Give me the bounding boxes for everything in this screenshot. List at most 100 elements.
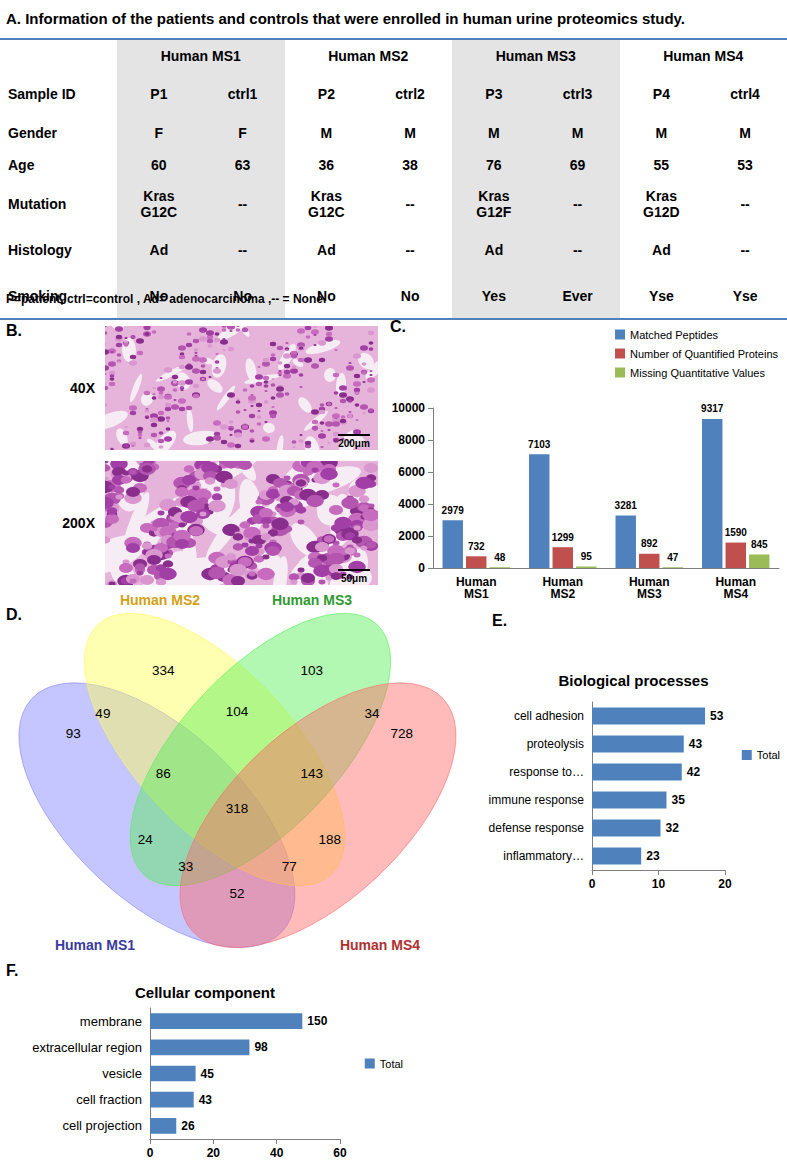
- html-text:Ever: Ever: [562, 287, 593, 304]
- svg-text:20: 20: [718, 877, 732, 891]
- svg-text:104: 104: [226, 704, 249, 719]
- svg-text:Human MS2: Human MS2: [120, 592, 200, 608]
- svg-text:Human MS4: Human MS4: [340, 937, 420, 953]
- svg-text:defense response: defense response: [489, 821, 585, 835]
- svg-text:9317: 9317: [701, 403, 724, 414]
- svg-text:43: 43: [199, 1093, 213, 1107]
- svg-text:200X: 200X: [62, 515, 95, 531]
- svg-text:845: 845: [751, 539, 768, 550]
- svg-text:188: 188: [318, 832, 341, 847]
- svg-text:43: 43: [689, 737, 703, 751]
- svg-text:33: 33: [178, 859, 193, 874]
- svg-text:1299: 1299: [552, 532, 575, 543]
- svg-text:0: 0: [418, 561, 425, 575]
- svg-text:MS4: MS4: [723, 587, 748, 601]
- html-text:Human MS4: Human MS4: [663, 47, 744, 64]
- html-text:No: No: [317, 287, 336, 304]
- html-text:Yes: Yes: [481, 287, 506, 304]
- svg-text:52: 52: [229, 886, 244, 901]
- html-text:Kras G12D: Kras G12D: [643, 188, 680, 220]
- svg-text:24: 24: [138, 832, 154, 847]
- html-text:Sample ID: Sample ID: [8, 86, 76, 102]
- html-text:A. Information of the patients: A. Information of the patients and contr…: [6, 10, 685, 27]
- svg-text:86: 86: [156, 766, 171, 781]
- svg-text:103: 103: [300, 663, 323, 678]
- svg-text:20: 20: [207, 1146, 221, 1160]
- svg-text:cell adhesion: cell adhesion: [514, 709, 584, 723]
- svg-text:143: 143: [300, 766, 323, 781]
- svg-text:23: 23: [646, 849, 660, 863]
- svg-text:49: 49: [95, 706, 110, 721]
- html-text:Kras G12F: Kras G12F: [476, 188, 512, 220]
- svg-text:Total: Total: [380, 1058, 403, 1070]
- html-text:Human MS1: Human MS1: [160, 47, 241, 64]
- svg-text:2979: 2979: [442, 505, 465, 516]
- svg-text:42: 42: [687, 765, 701, 779]
- svg-text:93: 93: [66, 726, 81, 741]
- svg-text:3281: 3281: [615, 500, 638, 511]
- svg-text:Biological processes: Biological processes: [558, 672, 708, 689]
- svg-text:MS3: MS3: [637, 587, 662, 601]
- svg-text:inflammatory…: inflammatory…: [503, 849, 584, 863]
- svg-text:Cellular component: Cellular component: [135, 984, 275, 1001]
- html-text:No: No: [400, 287, 420, 304]
- svg-text:10000: 10000: [392, 401, 426, 415]
- svg-text:vesicle: vesicle: [102, 1066, 142, 1081]
- svg-text:8000: 8000: [398, 433, 425, 447]
- svg-text:0: 0: [589, 877, 596, 891]
- svg-text:728: 728: [390, 726, 413, 741]
- svg-text:318: 318: [226, 801, 249, 816]
- svg-text:cell projection: cell projection: [63, 1118, 143, 1133]
- svg-text:MS2: MS2: [550, 587, 575, 601]
- svg-text:95: 95: [581, 551, 593, 562]
- svg-text:77: 77: [282, 859, 297, 874]
- html-text:Smoking: Smoking: [8, 287, 68, 304]
- svg-text:extracellular region: extracellular region: [32, 1040, 142, 1055]
- html-text:Kras G12C: Kras G12C: [308, 188, 345, 220]
- svg-text:7103: 7103: [528, 439, 551, 450]
- svg-text:immune response: immune response: [489, 793, 585, 807]
- svg-text:membrane: membrane: [80, 1014, 142, 1029]
- html-text:No: No: [233, 287, 252, 304]
- svg-text:Matched Peptides: Matched Peptides: [630, 329, 719, 341]
- svg-text:98: 98: [254, 1040, 268, 1054]
- html-text:Human MS3: Human MS3: [495, 47, 576, 64]
- svg-text:6000: 6000: [398, 465, 425, 479]
- html-text:Kras G12C: Kras G12C: [140, 188, 178, 220]
- svg-text:32: 32: [665, 821, 679, 835]
- svg-text:MS1: MS1: [464, 587, 489, 601]
- svg-text:10: 10: [652, 877, 666, 891]
- html-text:Yse: Yse: [648, 287, 674, 304]
- svg-text:0: 0: [147, 1146, 154, 1160]
- html-text:Human MS2: Human MS2: [328, 47, 409, 64]
- svg-text:40: 40: [270, 1146, 284, 1160]
- svg-text:2000: 2000: [398, 529, 425, 543]
- svg-text:proteolysis: proteolysis: [527, 737, 584, 751]
- svg-text:40X: 40X: [70, 380, 96, 396]
- svg-text:732: 732: [468, 541, 485, 552]
- svg-text:response to…: response to…: [509, 765, 584, 779]
- svg-text:4000: 4000: [398, 497, 425, 511]
- svg-text:334: 334: [152, 663, 175, 678]
- svg-text:35: 35: [671, 793, 685, 807]
- svg-text:47: 47: [667, 552, 679, 563]
- html-text:No: No: [149, 287, 169, 304]
- svg-text:1590: 1590: [725, 527, 748, 538]
- svg-text:45: 45: [201, 1067, 215, 1081]
- svg-text:26: 26: [181, 1119, 195, 1133]
- svg-text:50μm: 50μm: [341, 573, 367, 584]
- svg-text:Human MS3: Human MS3: [272, 592, 352, 608]
- html-text:Yse: Yse: [732, 287, 758, 304]
- svg-text:200μm: 200μm: [338, 438, 370, 449]
- svg-text:150: 150: [307, 1014, 327, 1028]
- svg-text:Missing Quantitative Values: Missing Quantitative Values: [630, 367, 765, 379]
- svg-text:892: 892: [641, 538, 658, 549]
- svg-text:48: 48: [494, 552, 506, 563]
- svg-text:34: 34: [364, 706, 380, 721]
- svg-text:53: 53: [710, 709, 724, 723]
- svg-text:Human MS1: Human MS1: [55, 937, 135, 953]
- svg-text:Total: Total: [757, 749, 780, 761]
- svg-text:60: 60: [333, 1146, 347, 1160]
- svg-text:cell fraction: cell fraction: [76, 1092, 142, 1107]
- svg-text:Number of Quantified Proteins: Number of Quantified Proteins: [630, 348, 778, 360]
